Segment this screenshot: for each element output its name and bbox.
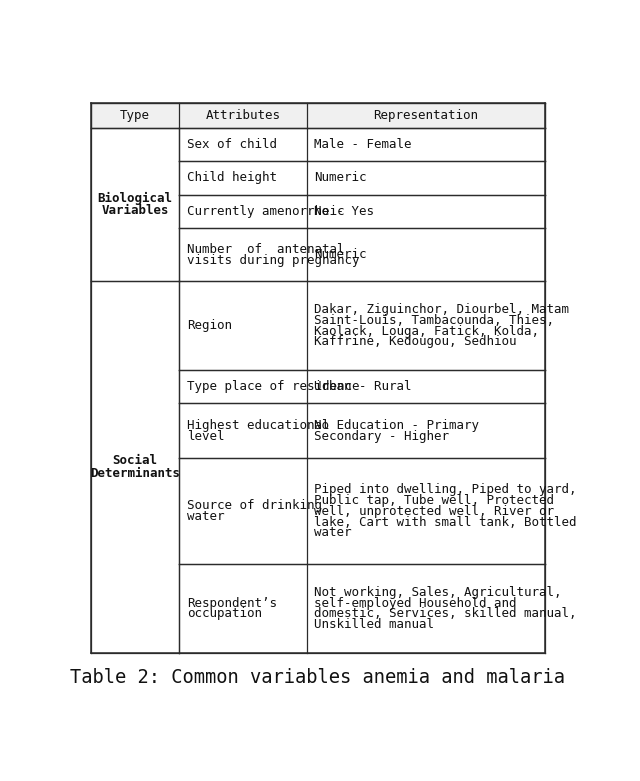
Text: lake, Cart with small tank, Bottled: lake, Cart with small tank, Bottled	[314, 515, 577, 529]
Text: Currently amenorrheic: Currently amenorrheic	[187, 205, 345, 218]
Text: Type: Type	[120, 109, 150, 122]
Text: Attributes: Attributes	[205, 109, 280, 122]
Text: No - Yes: No - Yes	[314, 205, 374, 218]
Text: well, unprotected well, River or: well, unprotected well, River or	[314, 505, 554, 518]
Bar	[91, 103, 179, 127]
Text: Number  of  antenatal: Number of antenatal	[187, 243, 345, 256]
Text: Dakar, Ziguinchor, Diourbel, Matam: Dakar, Ziguinchor, Diourbel, Matam	[314, 303, 570, 316]
Text: Variables: Variables	[101, 205, 169, 217]
Text: domestic, Services, skilled manual,: domestic, Services, skilled manual,	[314, 608, 577, 620]
Text: Respondent’s: Respondent’s	[187, 597, 277, 610]
Text: Highest educational: Highest educational	[187, 419, 330, 432]
Text: Kaffrine, Kedougou, Sedhiou: Kaffrine, Kedougou, Sedhiou	[314, 335, 517, 348]
Text: Male - Female: Male - Female	[314, 138, 412, 151]
Text: Secondary - Higher: Secondary - Higher	[314, 430, 449, 443]
Text: level: level	[187, 430, 225, 443]
Text: visits during pregnancy: visits during pregnancy	[187, 254, 360, 267]
Text: self-employed Household and: self-employed Household and	[314, 597, 517, 610]
Text: Type place of residence: Type place of residence	[187, 380, 360, 393]
Text: Determinants: Determinants	[90, 467, 180, 480]
Text: Not working, Sales, Agricultural,: Not working, Sales, Agricultural,	[314, 586, 562, 599]
Bar	[179, 103, 307, 127]
Text: Public tap, Tube well, Protected: Public tap, Tube well, Protected	[314, 494, 554, 507]
Text: water: water	[187, 510, 225, 523]
Text: Source of drinking: Source of drinking	[187, 499, 322, 512]
Text: Social: Social	[113, 455, 157, 467]
Text: Table 2: Common variables anemia and malaria: Table 2: Common variables anemia and mal…	[70, 668, 565, 686]
Text: occupation: occupation	[187, 608, 262, 620]
Text: Child height: Child height	[187, 172, 277, 184]
Bar	[307, 103, 545, 127]
Text: Kaolack, Louga, Fatick, Kolda,: Kaolack, Louga, Fatick, Kolda,	[314, 324, 540, 337]
Text: Unskilled manual: Unskilled manual	[314, 618, 435, 631]
Text: Numeric: Numeric	[314, 172, 367, 184]
Text: water: water	[314, 526, 352, 539]
Text: Piped into dwelling, Piped to yard,: Piped into dwelling, Piped to yard,	[314, 483, 577, 496]
Text: Urban - Rural: Urban - Rural	[314, 380, 412, 393]
Text: Sex of child: Sex of child	[187, 138, 277, 151]
Text: Saint-Louis, Tambacounda, Thies,: Saint-Louis, Tambacounda, Thies,	[314, 314, 554, 326]
Text: No Education - Primary: No Education - Primary	[314, 419, 479, 432]
Text: Numeric: Numeric	[314, 248, 367, 262]
Text: Biological: Biological	[98, 192, 173, 205]
Text: Representation: Representation	[373, 109, 478, 122]
Text: Region: Region	[187, 319, 232, 332]
